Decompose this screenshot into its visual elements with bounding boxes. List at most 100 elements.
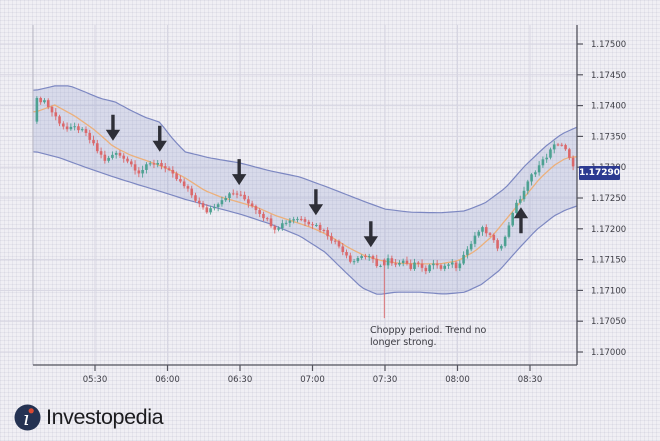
down-arrow-icon — [308, 189, 324, 216]
candle-body — [477, 231, 481, 236]
candle-body — [311, 224, 314, 226]
down-arrow-icon — [231, 159, 247, 186]
candle-body — [534, 172, 537, 175]
x-tick-label: 08:30 — [518, 375, 543, 385]
candle-body — [239, 194, 243, 196]
candle-body — [205, 207, 209, 213]
down-arrow-icon — [363, 221, 379, 248]
candle-body — [447, 264, 450, 266]
candle-body — [500, 245, 503, 249]
candle-body — [518, 199, 522, 203]
candle-body — [273, 226, 277, 230]
candle-body — [379, 265, 382, 267]
chart-annotation: Choppy period. Trend no longer strong. — [370, 325, 520, 348]
candle-body — [450, 262, 454, 265]
svg-text:ı: ı — [23, 406, 29, 430]
candle-body — [530, 174, 533, 182]
y-tick-label: 1.17100 — [591, 286, 626, 296]
x-tick-label: 08:00 — [445, 375, 470, 385]
candle-body — [545, 157, 548, 160]
candle-body — [152, 163, 156, 165]
candle-body — [330, 236, 333, 241]
candle-body — [209, 208, 212, 213]
candle-body — [46, 100, 50, 107]
candle-body — [307, 221, 311, 225]
candle-body — [96, 143, 99, 152]
candle-body — [216, 204, 220, 208]
x-tick-label: 06:30 — [228, 375, 253, 385]
candle-body — [341, 246, 345, 252]
candle-body — [114, 152, 118, 155]
y-tick-label: 1.17250 — [591, 194, 626, 204]
candle-body — [126, 158, 129, 162]
candle-body — [416, 262, 420, 264]
last-price-badge: 1.17290 — [579, 166, 620, 180]
candle-body — [458, 263, 462, 269]
candle-body — [568, 149, 571, 158]
candle-body — [118, 152, 122, 156]
candle-body — [515, 202, 518, 214]
candle-body — [107, 157, 110, 161]
candle-body — [220, 200, 224, 205]
up-arrow-icon — [513, 207, 529, 234]
candle-body — [349, 255, 352, 262]
candle-body — [526, 181, 530, 191]
candle-body — [484, 227, 488, 234]
candle-body — [299, 218, 303, 220]
candle-body — [326, 230, 329, 237]
candle-body — [481, 227, 484, 232]
candle-body — [58, 116, 61, 124]
candle-body — [80, 129, 84, 131]
candle-body — [428, 265, 431, 272]
candle-body — [492, 234, 496, 241]
candle-body — [65, 126, 69, 130]
brand-name: Investopedia — [46, 405, 164, 429]
candle-body — [375, 258, 379, 267]
x-tick-label: 07:00 — [300, 375, 325, 385]
candle-body — [167, 168, 171, 170]
y-tick-label: 1.17500 — [591, 40, 626, 50]
candle-body — [333, 240, 337, 242]
candle-body — [303, 219, 307, 222]
keltner-band-fill — [33, 85, 577, 295]
candle-body — [179, 179, 182, 182]
candle-body — [367, 256, 371, 258]
candle-body — [88, 132, 92, 140]
candle-body — [235, 193, 239, 195]
candle-body — [466, 249, 469, 255]
candle-body — [281, 223, 284, 229]
candle-body — [360, 256, 363, 259]
candle-body — [201, 203, 205, 208]
band-lower-line — [32, 151, 578, 295]
candle-body — [537, 165, 541, 173]
candle-body — [383, 259, 386, 266]
candle-body — [224, 198, 227, 201]
candle-body — [129, 161, 133, 165]
candle-body — [322, 229, 326, 231]
candle-body — [473, 235, 477, 244]
candle-body — [141, 169, 144, 174]
candle-body — [424, 267, 428, 272]
down-arrow-icon — [105, 114, 121, 141]
candle-body — [133, 164, 137, 171]
x-tick-label: 07:30 — [373, 375, 398, 385]
candle-body — [197, 200, 201, 204]
candle-body — [443, 265, 447, 269]
candle-body — [262, 213, 265, 219]
candle-body — [84, 129, 88, 133]
y-tick-label: 1.17050 — [591, 317, 626, 327]
candle-body — [337, 241, 341, 247]
candle-body — [99, 151, 103, 155]
candle-body — [439, 265, 443, 269]
candle-body — [69, 126, 73, 130]
candle-body — [39, 97, 42, 103]
candle-body — [73, 126, 76, 128]
y-tick-label: 1.17350 — [591, 132, 626, 142]
candle-body — [243, 194, 246, 200]
annotation-line-1: Choppy period. Trend no — [370, 325, 487, 336]
y-tick-label: 1.17200 — [591, 225, 626, 235]
candle-body — [43, 100, 46, 103]
candle-body — [364, 256, 367, 258]
